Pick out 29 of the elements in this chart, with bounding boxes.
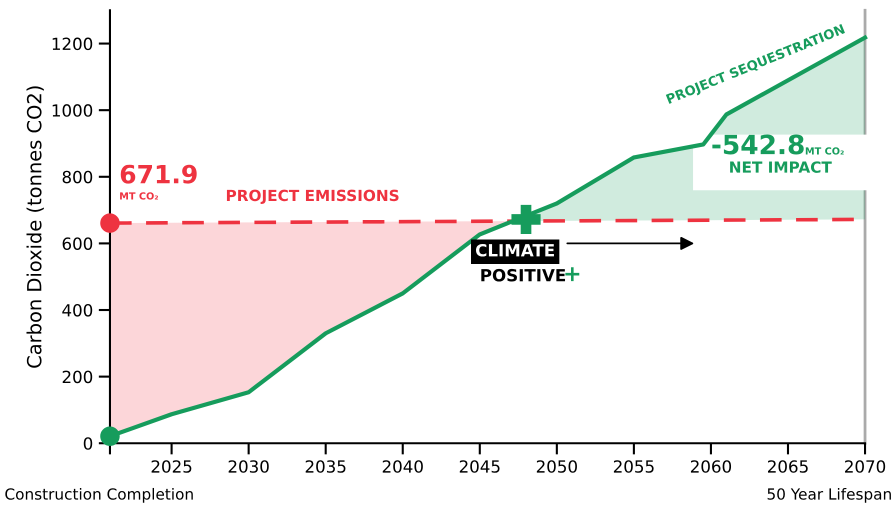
text: Construction Completion xyxy=(5,488,193,503)
x-tick-label: 2050 xyxy=(536,460,577,473)
x-tick-label: 2035 xyxy=(306,460,346,473)
annotation: NET IMPACT xyxy=(730,161,832,173)
x-tick-label: 2060 xyxy=(690,460,732,473)
x-tick-label: 2045 xyxy=(460,460,500,473)
y-axis-title: Carbon Dioxide (tonnes CO2) xyxy=(26,86,44,368)
x-tick-label: 2030 xyxy=(228,460,269,473)
annotation: -542.8 xyxy=(712,134,804,154)
x-tick-label: 2070 xyxy=(845,460,886,473)
annotation: 671.9 xyxy=(120,164,197,184)
text: 50 Year Lifespan xyxy=(768,488,891,503)
x-tick-label: 2025 xyxy=(152,460,192,473)
y-tick-label: 600 xyxy=(62,237,92,250)
y-tick-label: 200 xyxy=(62,370,92,384)
annotation: POSITIVE xyxy=(481,268,566,282)
y-tick-label: 800 xyxy=(62,170,92,184)
annotation: CLIMATE xyxy=(476,244,554,257)
x-tick-label: 2055 xyxy=(614,460,654,473)
x-tick-label: 2040 xyxy=(382,460,423,473)
y-tick-label: 400 xyxy=(62,304,92,317)
x-tick-label: 2065 xyxy=(768,460,808,473)
annotation: MT CO₂ xyxy=(806,147,844,155)
annotation: MT CO₂ xyxy=(120,192,158,200)
y-tick-label: 1000 xyxy=(52,104,92,117)
series-label: PROJECT EMISSIONS xyxy=(226,190,399,204)
annotation: + xyxy=(565,267,580,282)
y-tick-label: 0 xyxy=(84,437,92,450)
y-tick-label: 1200 xyxy=(52,38,92,50)
